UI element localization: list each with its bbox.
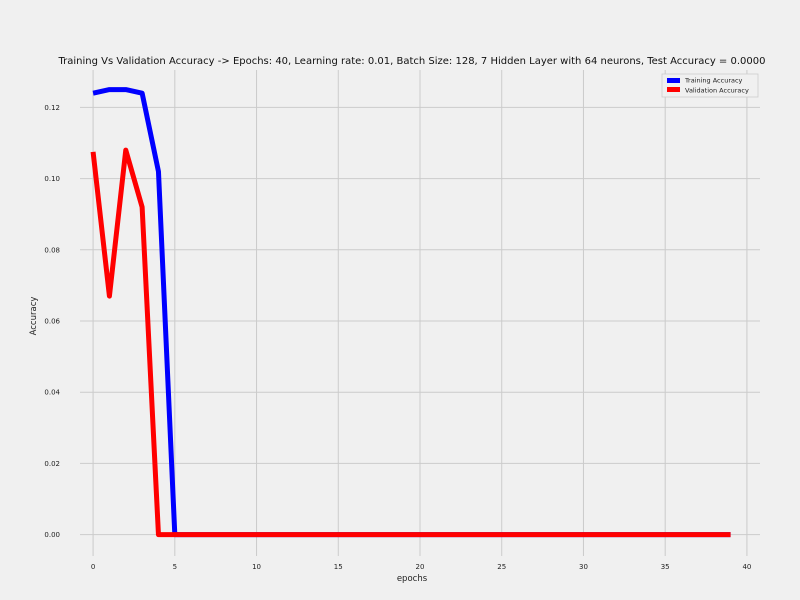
legend-label-validation: Validation Accuracy: [685, 87, 749, 95]
legend-item-validation: Validation Accuracy: [667, 87, 749, 95]
y-tick-label: 0.12: [44, 104, 60, 112]
x-tick-label: 0: [91, 563, 95, 571]
x-tick-label: 35: [661, 563, 670, 571]
x-tick-label: 40: [742, 563, 751, 571]
legend-box: [661, 73, 759, 98]
x-tick-label: 10: [252, 563, 261, 571]
y-tick-label: 0.06: [44, 318, 60, 326]
legend-swatch-validation: [667, 87, 680, 92]
x-tick-label: 30: [579, 563, 588, 571]
y-axis-label: Accuracy: [29, 297, 39, 336]
x-tick-label: 25: [497, 563, 506, 571]
x-tick-label: 5: [173, 563, 177, 571]
legend: Training Accuracy Validation Accuracy: [661, 73, 759, 98]
x-tick-label: 15: [334, 563, 343, 571]
y-tick-label: 0.08: [44, 246, 60, 254]
legend-swatch-training: [667, 78, 680, 83]
legend-item-training: Training Accuracy: [667, 77, 743, 85]
x-tick-label: 20: [416, 563, 425, 571]
tick-layer: 0 5 10 15 20 25 30 35 40 0.00 0.02 0.04 0.06 0.08 0.10…: [44, 104, 751, 571]
y-tick-label: 0.00: [44, 531, 60, 539]
legend-label-training: Training Accuracy: [684, 77, 743, 85]
y-tick-label: 0.02: [44, 460, 60, 468]
series-line-validation: [90, 147, 731, 538]
series-layer: [90, 87, 731, 538]
chart-title: Training Vs Validation Accuracy -> Epoch…: [58, 56, 766, 67]
y-tick-label: 0.10: [44, 175, 60, 183]
y-tick-label: 0.04: [44, 389, 60, 397]
x-axis-label: epochs: [397, 574, 428, 584]
